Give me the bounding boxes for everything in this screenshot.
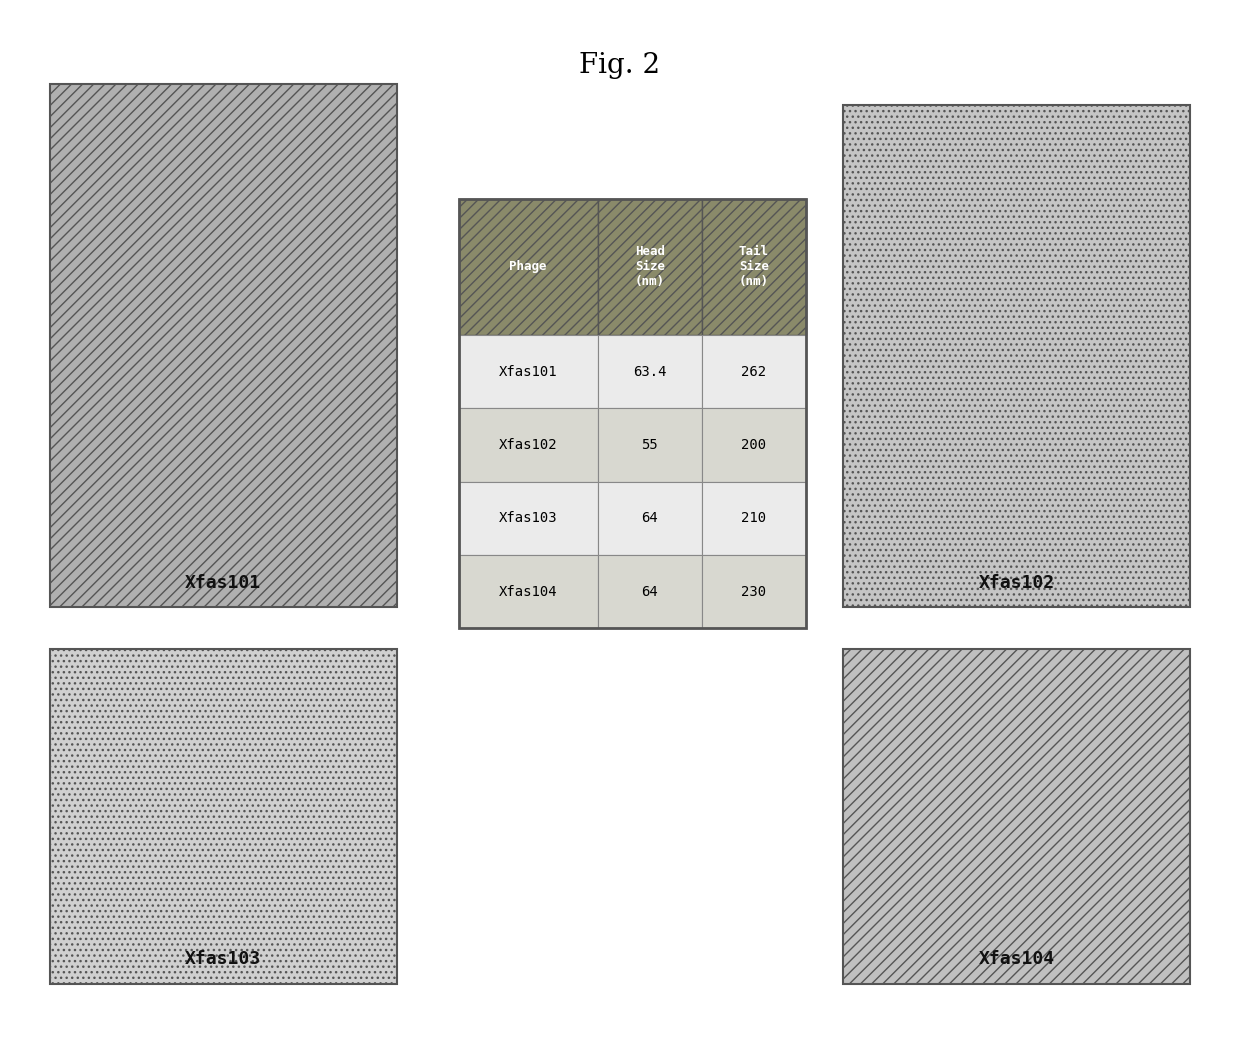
Text: Xfas103: Xfas103 xyxy=(185,951,262,968)
Text: 200: 200 xyxy=(742,438,766,452)
FancyBboxPatch shape xyxy=(459,335,598,408)
FancyBboxPatch shape xyxy=(702,335,806,408)
Text: Xfas103: Xfas103 xyxy=(498,511,558,526)
Text: 64: 64 xyxy=(641,511,658,526)
FancyBboxPatch shape xyxy=(459,199,598,335)
Text: Xfas104: Xfas104 xyxy=(978,951,1055,968)
FancyBboxPatch shape xyxy=(598,555,702,628)
FancyBboxPatch shape xyxy=(843,105,1190,607)
Text: 262: 262 xyxy=(742,364,766,379)
Text: Tail
Size
(nm): Tail Size (nm) xyxy=(739,245,769,289)
FancyBboxPatch shape xyxy=(598,199,702,335)
FancyBboxPatch shape xyxy=(50,84,397,607)
Text: 210: 210 xyxy=(742,511,766,526)
Text: Phage: Phage xyxy=(510,261,547,273)
FancyBboxPatch shape xyxy=(50,649,397,984)
Text: Head
Size
(nm): Head Size (nm) xyxy=(635,245,665,289)
FancyBboxPatch shape xyxy=(598,482,702,555)
FancyBboxPatch shape xyxy=(459,408,598,482)
Text: Xfas102: Xfas102 xyxy=(978,574,1055,592)
Text: Fig. 2: Fig. 2 xyxy=(579,52,661,80)
FancyBboxPatch shape xyxy=(598,408,702,482)
Text: Xfas104: Xfas104 xyxy=(498,584,558,599)
FancyBboxPatch shape xyxy=(459,482,598,555)
FancyBboxPatch shape xyxy=(702,482,806,555)
Text: 55: 55 xyxy=(641,438,658,452)
FancyBboxPatch shape xyxy=(702,555,806,628)
Text: Xfas102: Xfas102 xyxy=(498,438,558,452)
Text: Xfas101: Xfas101 xyxy=(185,574,262,592)
Text: 64: 64 xyxy=(641,584,658,599)
Text: Xfas101: Xfas101 xyxy=(498,364,558,379)
Text: 63.4: 63.4 xyxy=(632,364,667,379)
FancyBboxPatch shape xyxy=(459,555,598,628)
FancyBboxPatch shape xyxy=(702,408,806,482)
Text: 230: 230 xyxy=(742,584,766,599)
FancyBboxPatch shape xyxy=(598,335,702,408)
FancyBboxPatch shape xyxy=(843,649,1190,984)
FancyBboxPatch shape xyxy=(702,199,806,335)
